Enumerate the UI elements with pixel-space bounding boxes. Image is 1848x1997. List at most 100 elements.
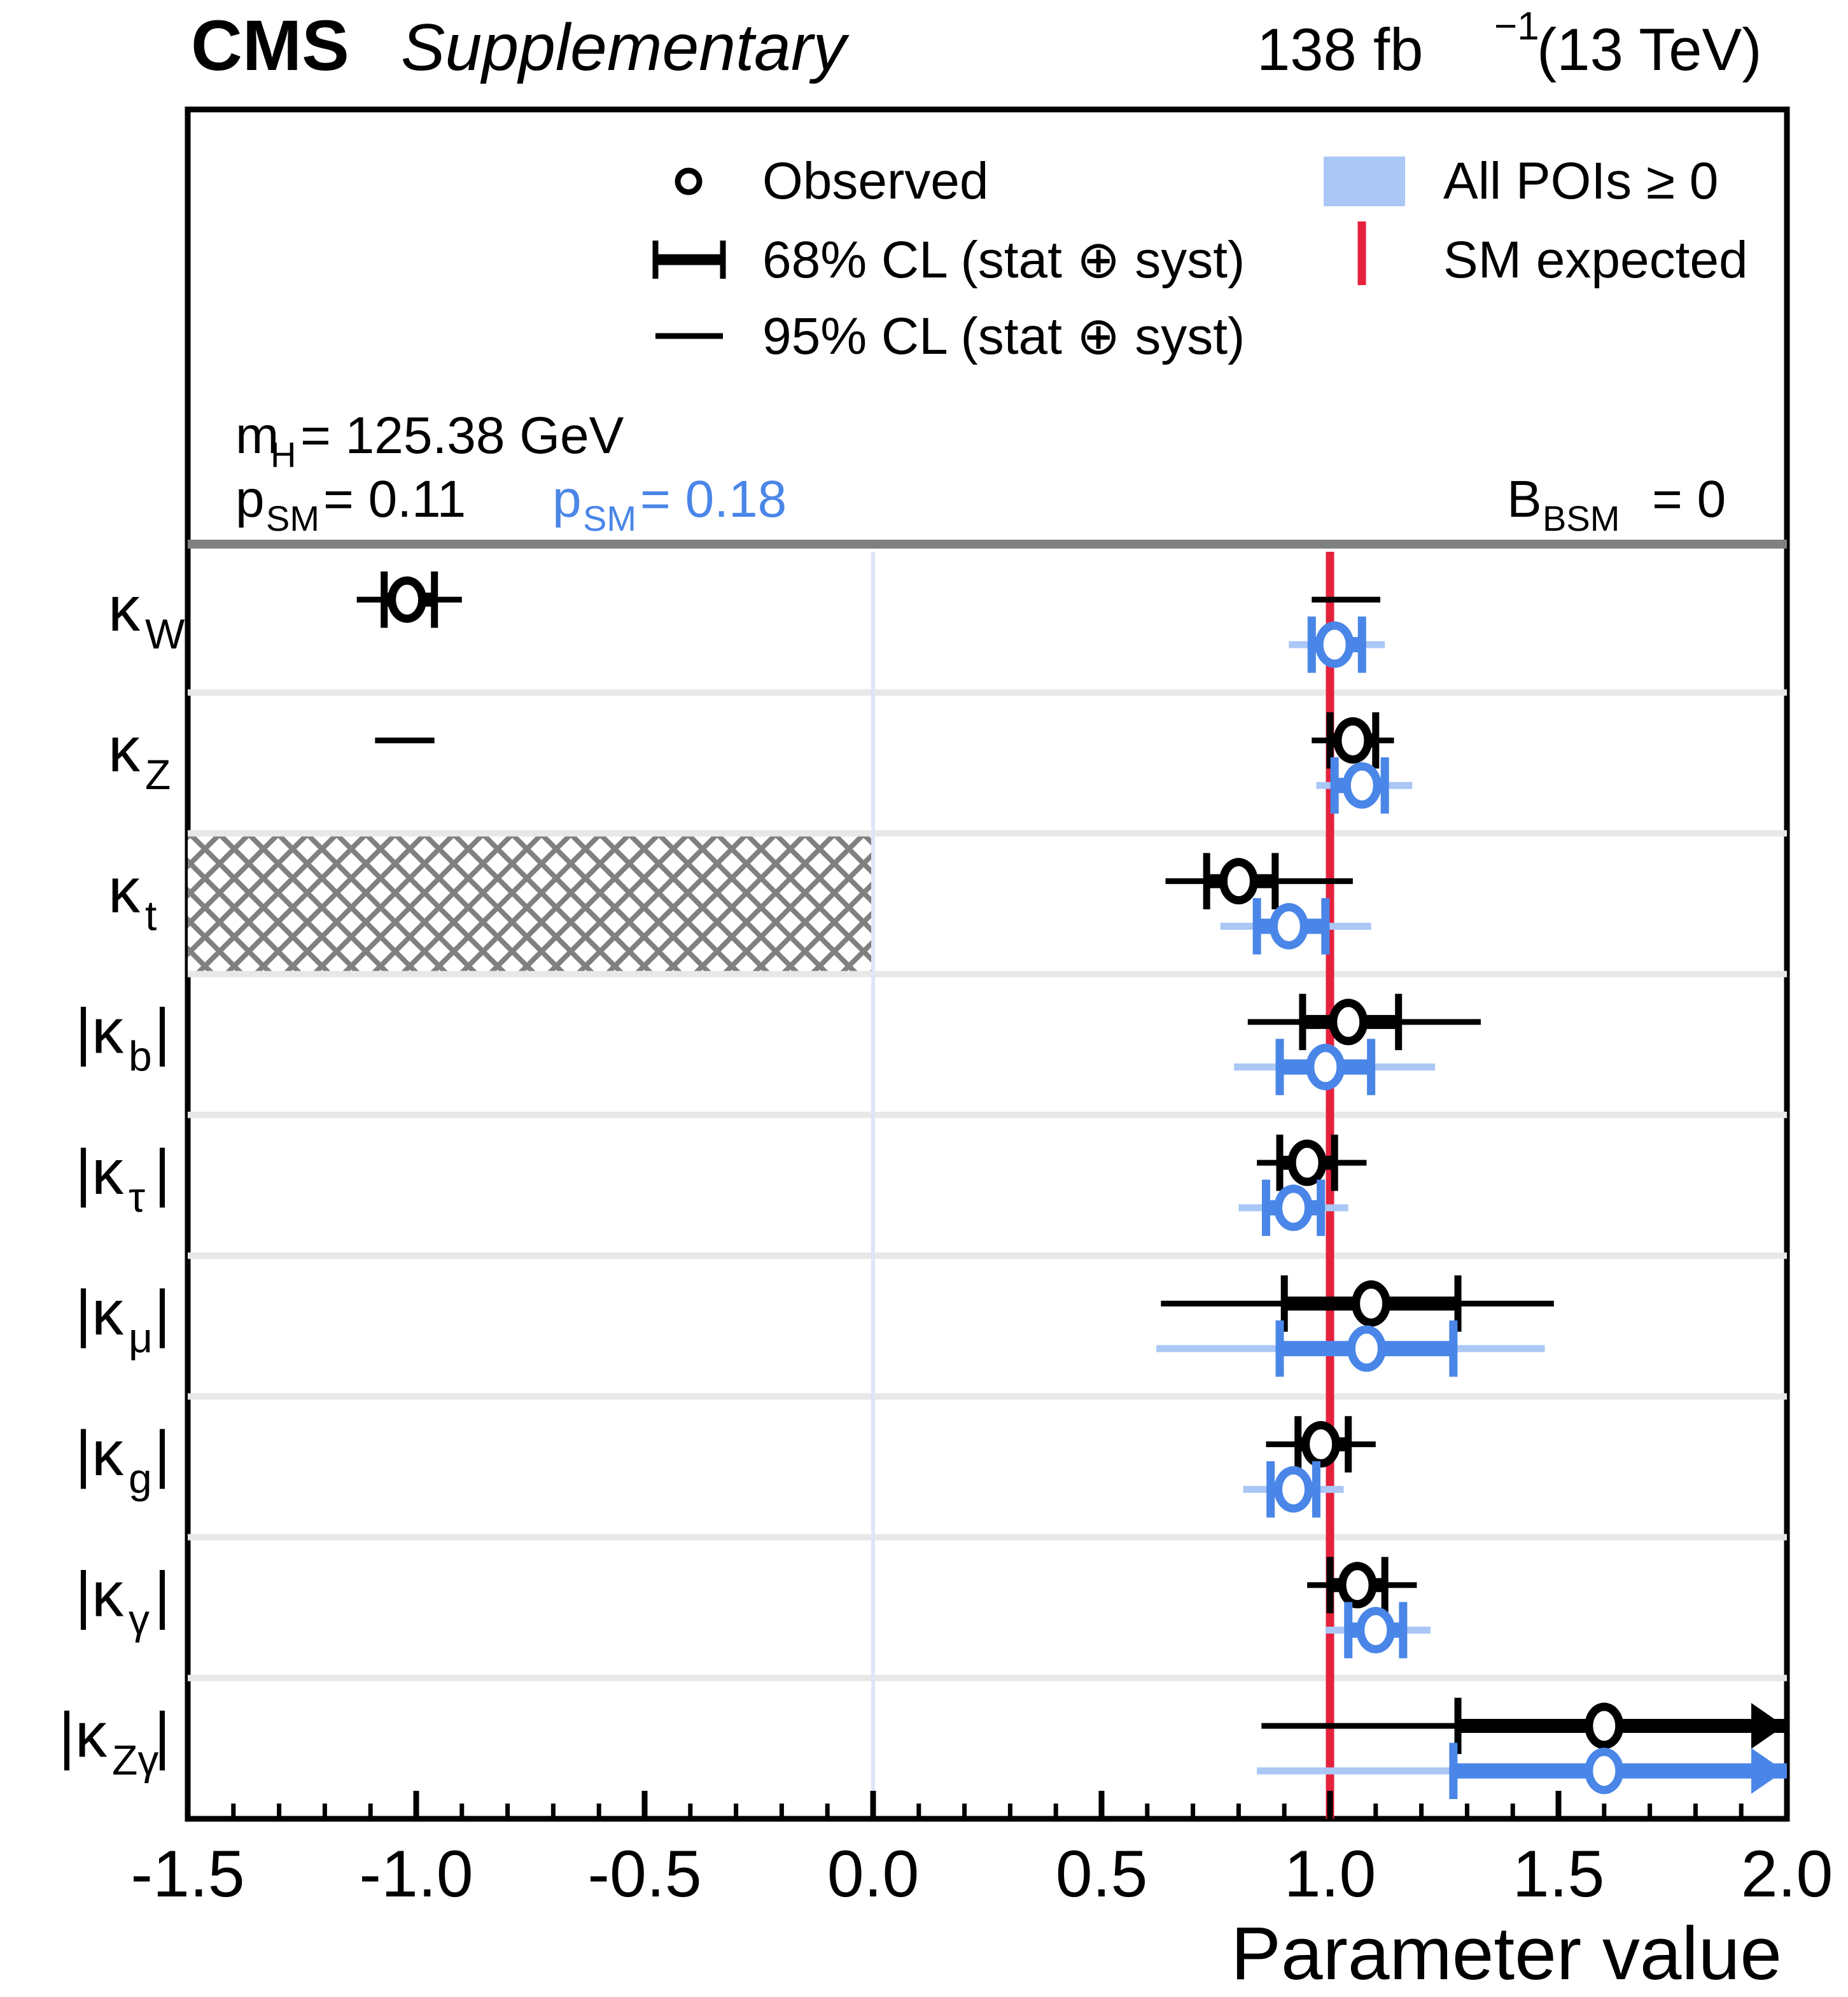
y-label-part: |: [59, 1700, 75, 1771]
y-label-part: κ: [92, 1277, 124, 1349]
legend-allpois-swatch: [1324, 157, 1405, 206]
observed-marker: [1301, 1421, 1341, 1468]
y-label-part: W: [145, 610, 185, 657]
axis-layer: -1.5 -1.0 -0.5 0.0 0.5 1.0 1.5 2.0: [130, 540, 1833, 1911]
observed-point-_W: [356, 571, 462, 628]
x-tick-label-3: 0.0: [827, 1837, 920, 1911]
observed-marker: [1287, 1139, 1327, 1186]
observed-point-_: [1161, 1275, 1554, 1332]
y-label-part: |: [75, 1277, 92, 1349]
observed-marker: [1274, 1184, 1313, 1231]
overflow-arrow: [1751, 1702, 1784, 1749]
y-label-part: g: [129, 1455, 152, 1502]
observed-marker: [1585, 1748, 1624, 1795]
y-label-part: γ: [129, 1595, 150, 1643]
bbsm-value: = 0: [1652, 470, 1726, 528]
observed-marker: [1329, 998, 1368, 1046]
y-label-part: κ: [92, 1137, 124, 1208]
psm-blue-subscript: SM: [583, 498, 636, 538]
cms-logo: CMS: [191, 6, 349, 85]
observed-marker: [1338, 1562, 1377, 1609]
allpois-point-_: [1325, 1602, 1431, 1658]
y-label-part: κ: [92, 1559, 124, 1630]
y-axis-label-_g: | κ g |: [75, 1418, 171, 1502]
y-label-part: Z: [145, 751, 171, 798]
allpois-point-_g: [1243, 1461, 1344, 1518]
observed-marker: [1342, 762, 1382, 809]
observed-marker: [1315, 621, 1354, 668]
legend-observed-label: Observed: [762, 152, 989, 210]
observed-marker: [1352, 1280, 1391, 1327]
bbsm-prefix: B: [1507, 470, 1542, 528]
y-label-part: |: [75, 1559, 92, 1630]
legend-allpois-label: All POIs ≥ 0: [1443, 152, 1718, 210]
observed-marker: [1219, 858, 1258, 905]
y-axis-label-_Z: | κ Zγ|: [59, 1700, 171, 1784]
y-label-part: |: [75, 1418, 92, 1489]
mass-subscript: H: [270, 435, 296, 475]
observed-point-_b: [1247, 993, 1481, 1051]
observed-point-_g: [1266, 1416, 1376, 1473]
observed-point-_Z: [1312, 712, 1394, 769]
psm-blue-value: = 0.18: [640, 470, 787, 528]
observed-marker: [1306, 1044, 1345, 1091]
overflow-arrow: [1751, 1748, 1784, 1794]
legend-observed-icon: [675, 167, 703, 195]
cms-qualifier: Supplementary: [401, 11, 850, 85]
psm-black-subscript: SM: [266, 498, 319, 538]
legend-68cl-label: 68% CL (stat ⊕ syst): [762, 231, 1245, 289]
y-label-part: κ: [92, 996, 124, 1067]
allpois-point-_Z: [1257, 1742, 1787, 1800]
observed-marker: [1347, 1325, 1386, 1372]
y-label-part: t: [145, 892, 157, 939]
y-label-part: |: [154, 1277, 171, 1349]
y-axis-label-_: | κ τ |: [75, 1137, 171, 1221]
allpois-point-_t: [1220, 898, 1371, 955]
observed-marker: [1274, 1466, 1313, 1513]
observed-marker: [388, 576, 427, 623]
observed-point-_: [1307, 1557, 1417, 1614]
allpois-point-_Z: [1316, 757, 1413, 814]
x-tick-label-4: 0.5: [1056, 1837, 1148, 1911]
psm-black-annotation: p SM = 0.11: [235, 470, 466, 538]
allpois-point-_: [1238, 1179, 1348, 1237]
y-label-part: Zγ: [112, 1737, 158, 1784]
observed-point-_Z: [1261, 1697, 1787, 1755]
lumi-value: 138 fb: [1257, 16, 1423, 83]
observed-point-_: [1257, 1134, 1367, 1191]
y-label-part: |: [154, 1418, 171, 1489]
observed-point-_t: [1165, 853, 1353, 909]
y-axis-label-_: | κ μ |: [75, 1277, 171, 1361]
psm-blue-prefix: p: [552, 470, 582, 528]
mass-annotation: m H = 125.38 GeV: [235, 407, 624, 475]
lumi-exponent: −1: [1494, 4, 1539, 48]
x-tick-label-1: -1.0: [359, 1837, 473, 1911]
y-label-part: b: [129, 1033, 152, 1080]
x-tick-label-5: 1.0: [1284, 1837, 1376, 1911]
y-label-part: τ: [129, 1174, 145, 1221]
allpois-point-_W: [1289, 616, 1385, 673]
observed-marker: [1356, 1607, 1396, 1654]
y-label-part: |: [75, 996, 92, 1067]
x-tick-label-6: 1.5: [1513, 1837, 1605, 1911]
psm-blue-annotation: p SM = 0.18: [552, 470, 787, 538]
excluded-region-band: [188, 836, 873, 971]
legend-68cl-icon: [652, 241, 726, 279]
allpois-point-_b: [1234, 1039, 1436, 1095]
psm-black-value: = 0.11: [323, 470, 466, 528]
energy-label: (13 TeV): [1537, 16, 1762, 83]
observed-marker: [1585, 1702, 1624, 1749]
y-axis-label-_: | κ γ |: [75, 1559, 171, 1643]
mass-value: = 125.38 GeV: [300, 407, 624, 465]
x-tick-label-0: -1.5: [130, 1837, 244, 1911]
y-label-part: μ: [129, 1314, 153, 1361]
y-label-part: |: [154, 1137, 171, 1208]
y-axis-label-_b: | κ b |: [75, 996, 171, 1080]
y-label-part: |: [75, 1137, 92, 1208]
x-tick-label-7: 2.0: [1741, 1837, 1833, 1911]
x-axis-title: Parameter value: [1231, 1912, 1782, 1996]
